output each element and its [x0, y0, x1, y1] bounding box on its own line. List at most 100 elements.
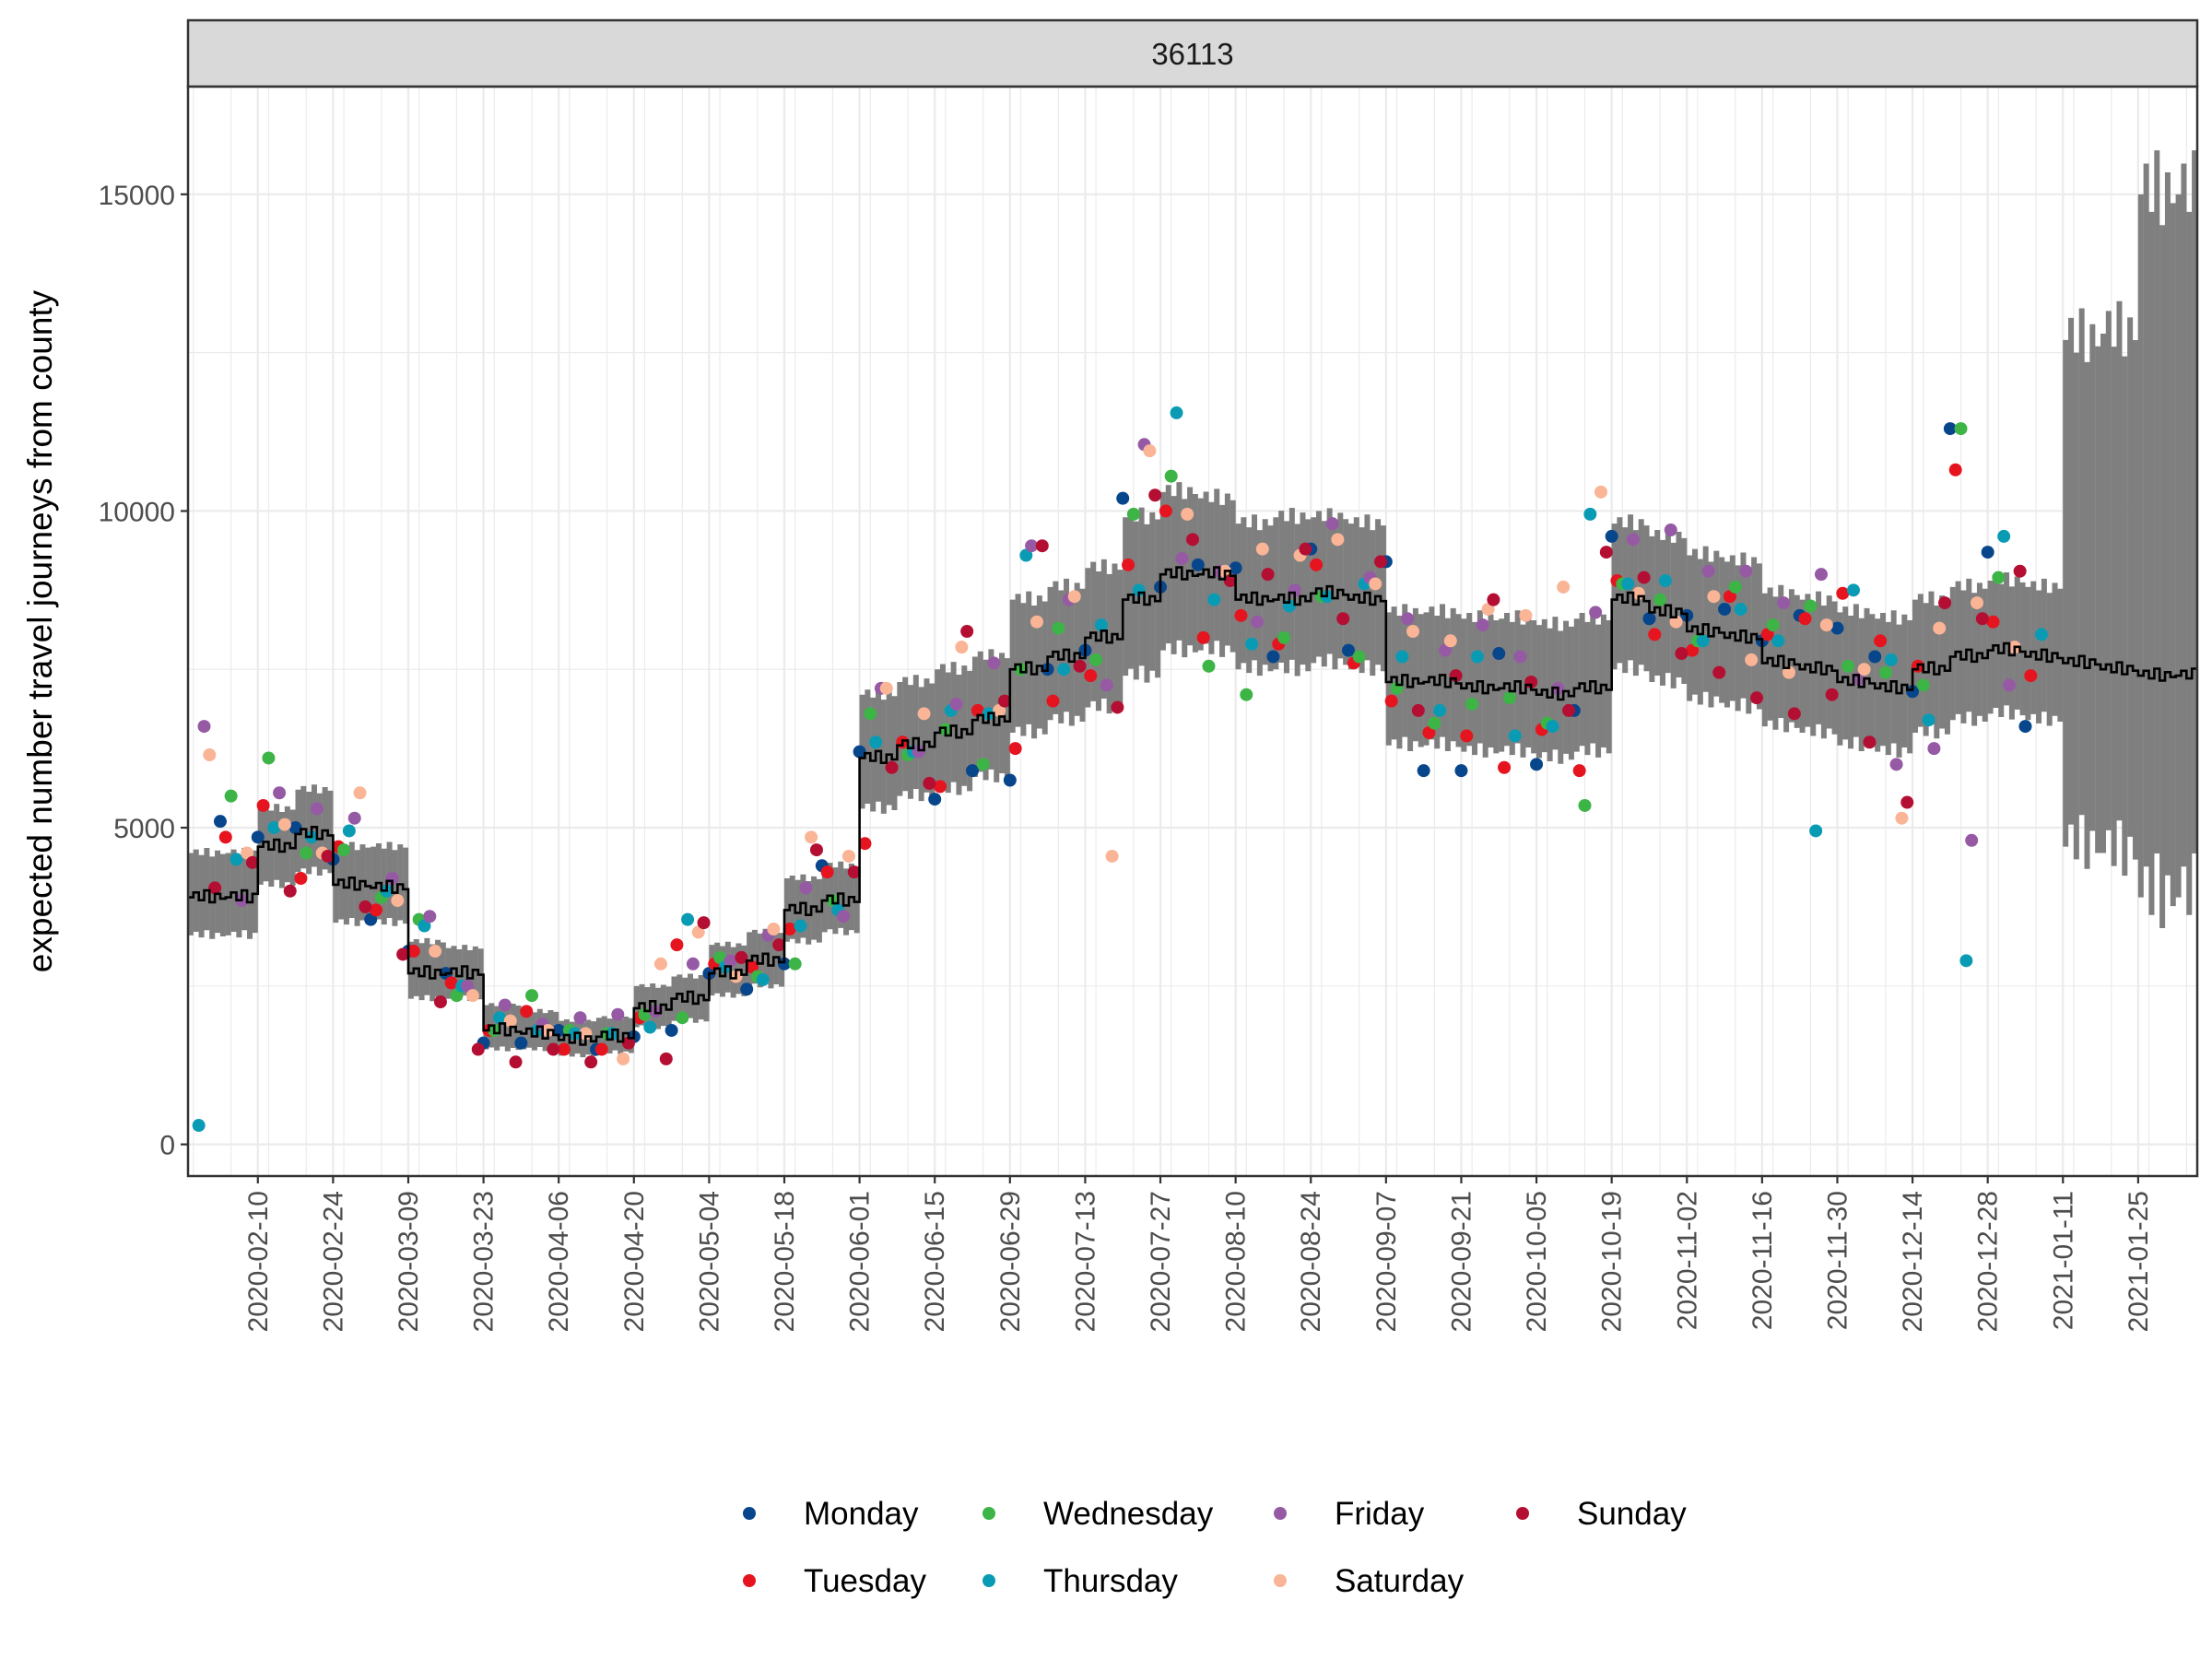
point-tuesday: [1310, 558, 1324, 571]
x-tick-label: 2020-03-09: [394, 1191, 424, 1332]
point-thursday: [1094, 618, 1108, 632]
point-sunday: [697, 916, 711, 930]
point-saturday: [1331, 533, 1345, 547]
point-tuesday: [1760, 628, 1774, 641]
point-friday: [912, 745, 925, 759]
legend-label-saturday: Saturday: [1335, 1563, 1465, 1599]
point-thursday: [643, 1020, 657, 1034]
legend: Monday Tuesday Wednesday Thursday Friday Satu…: [743, 1496, 1687, 1599]
point-saturday: [1895, 811, 1909, 825]
point-sunday: [2013, 564, 2027, 578]
point-sunday: [1148, 488, 1162, 502]
point-friday: [1100, 678, 1113, 692]
y-tick-label: 0: [159, 1131, 175, 1161]
point-saturday: [1481, 602, 1495, 616]
point-sunday: [1825, 688, 1839, 701]
point-monday: [1981, 546, 1994, 559]
legend-key-wednesday: [982, 1507, 995, 1520]
legend-label-tuesday: Tuesday: [804, 1563, 926, 1599]
legend-label-monday: Monday: [804, 1496, 919, 1532]
point-monday: [1906, 685, 1920, 699]
point-monday: [928, 793, 942, 806]
point-tuesday: [934, 780, 947, 794]
point-saturday: [1594, 485, 1607, 499]
point-wednesday: [1502, 691, 1516, 705]
point-sunday: [1675, 647, 1688, 661]
point-wednesday: [1428, 716, 1441, 730]
point-saturday: [805, 830, 818, 844]
point-thursday: [1922, 713, 1936, 727]
x-tick-label: 2020-10-19: [1597, 1191, 1628, 1332]
point-monday: [778, 957, 792, 971]
point-monday: [1642, 612, 1656, 626]
point-tuesday: [1122, 558, 1135, 571]
point-sunday: [1411, 703, 1425, 717]
point-friday: [1664, 524, 1677, 537]
point-wednesday: [1578, 798, 1592, 812]
x-tick-label: 2020-11-16: [1747, 1191, 1778, 1330]
point-monday: [740, 982, 754, 996]
point-wednesday: [1164, 469, 1178, 483]
point-tuesday: [294, 872, 308, 886]
point-friday: [1250, 615, 1264, 629]
uncertainty-band: [187, 150, 2198, 1058]
point-sunday: [772, 938, 786, 952]
y-tick-label: 10000: [99, 497, 175, 527]
expected-line: [188, 566, 2197, 1046]
point-tuesday: [1498, 760, 1512, 774]
point-sunday: [1900, 795, 1914, 809]
point-saturday: [465, 989, 479, 1003]
point-wednesday: [1052, 621, 1065, 635]
point-saturday: [1519, 608, 1533, 622]
point-friday: [1739, 564, 1753, 578]
point-wednesday: [1841, 659, 1855, 673]
point-wednesday: [1916, 678, 1930, 692]
x-tick-label: 2020-05-18: [770, 1191, 800, 1332]
point-monday: [251, 830, 265, 844]
point-monday: [514, 1036, 528, 1050]
point-saturday: [241, 846, 254, 860]
point-thursday: [756, 972, 770, 986]
legend-key-sunday: [1516, 1507, 1529, 1520]
legend-key-saturday: [1274, 1574, 1287, 1587]
point-wednesday: [864, 707, 877, 721]
point-saturday: [1819, 618, 1833, 632]
point-tuesday: [1948, 463, 1962, 477]
point-saturday: [277, 818, 291, 831]
point-sunday: [1712, 665, 1726, 679]
point-monday: [1943, 422, 1957, 436]
point-wednesday: [337, 843, 351, 857]
point-friday: [1325, 517, 1339, 531]
x-tick-label: 2020-12-14: [1898, 1191, 1928, 1332]
point-monday: [665, 1023, 678, 1037]
point-saturday: [1443, 634, 1457, 648]
x-tick-label: 2020-11-02: [1672, 1191, 1702, 1330]
point-tuesday: [1384, 694, 1398, 708]
point-sunday: [847, 865, 861, 879]
point-sunday: [659, 1052, 673, 1065]
point-saturday: [1067, 590, 1081, 604]
point-monday: [1266, 650, 1280, 664]
point-wednesday: [1277, 630, 1291, 644]
point-sunday: [1562, 703, 1576, 717]
point-sunday: [208, 881, 222, 895]
point-tuesday: [858, 837, 872, 851]
point-tuesday: [444, 976, 458, 990]
point-thursday: [229, 853, 243, 866]
point-friday: [1589, 606, 1603, 619]
point-tuesday: [1874, 634, 1888, 648]
point-sunday: [1787, 707, 1801, 721]
point-wednesday: [1240, 688, 1253, 701]
x-tick-label: 2020-02-10: [243, 1191, 274, 1332]
point-saturday: [1669, 615, 1683, 629]
point-tuesday: [1723, 590, 1736, 604]
facet-title: 36113: [1151, 37, 1233, 71]
point-saturday: [1933, 621, 1947, 635]
point-sunday: [1261, 568, 1275, 582]
point-friday: [1889, 758, 1903, 771]
point-friday: [1401, 612, 1415, 626]
point-sunday: [1299, 542, 1312, 556]
point-sunday: [547, 1042, 560, 1056]
point-saturday: [691, 925, 705, 939]
point-monday: [1003, 773, 1017, 787]
